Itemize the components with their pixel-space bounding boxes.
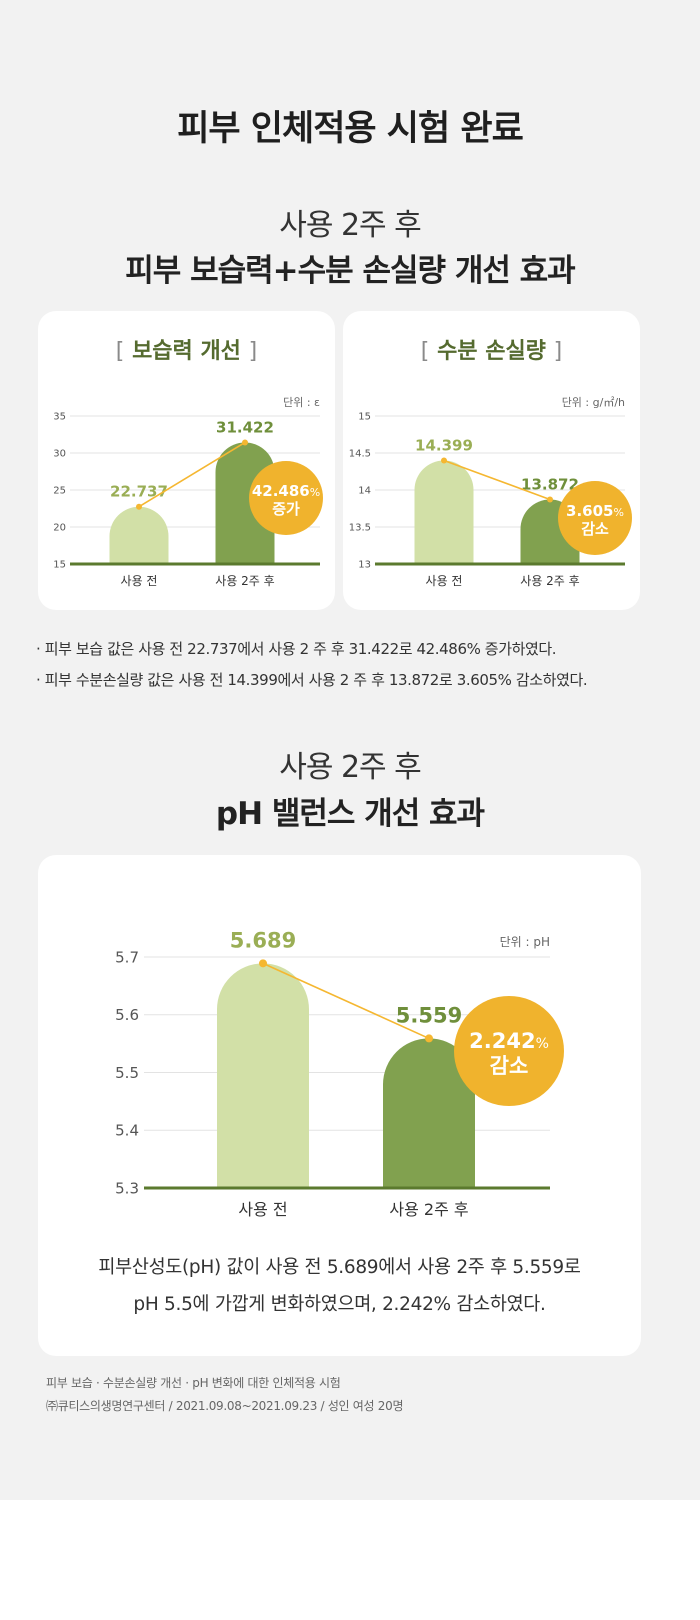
data-label: 5.559 (396, 1003, 462, 1027)
section1-subtitle: 사용 2주 후 (279, 208, 422, 243)
unit-label: 단위 : g/㎡/h (562, 396, 625, 409)
section2-title: pH 밸런스 개선 효과 (215, 796, 485, 832)
change-badge (249, 461, 323, 535)
y-tick-label: 5.3 (115, 1179, 139, 1197)
trend-line (138, 441, 246, 508)
trend-point (136, 503, 142, 510)
y-tick-label: 25 (53, 486, 66, 497)
trend-point (441, 457, 447, 464)
x-category-label: 사용 2주 후 (215, 574, 274, 588)
data-label: 13.872 (521, 475, 579, 493)
content-panel: 피부 인체적용 시험 완료 사용 2주 후 피부 보습력+수분 손실량 개선 효… (0, 0, 700, 1500)
ph-card: 5.3 5.4 5.5 5.6 5.7 단위 : pH 사용 전 5.689 사용 2주 후 5.… (38, 855, 641, 1356)
badge-value: 2.242% (469, 1029, 549, 1053)
y-tick-label: 14 (358, 486, 371, 497)
note-water-loss: · 피부 수분손실량 값은 사용 전 14.399에서 사용 2 주 후 13.… (36, 671, 588, 689)
badge-value: 42.486% (252, 482, 320, 500)
ph-chart: 5.3 5.4 5.5 5.6 5.7 단위 : pH 사용 전 5.689 사용 2주 후 5.… (115, 928, 564, 1219)
moisture-card: [ 보습력 개선 ] 15 20 25 30 35 단위 : ε 사용 전 22.737 사용 … (38, 311, 335, 610)
section1-title: 피부 보습력+수분 손실량 개선 효과 (125, 253, 575, 289)
bar-before (217, 963, 309, 1188)
x-category-label: 사용 전 (121, 574, 158, 588)
water-loss-chart: 13 13.5 14 14.5 15 단위 : g/㎡/h 사용 전 14.399 사용 2주 … (349, 396, 632, 588)
footer-line2: ㈜큐티스의생명연구센터 / 2021.09.08~2021.09.23 / 성인… (46, 1399, 404, 1413)
main-title: 피부 인체적용 시험 완료 (177, 109, 524, 149)
bar-before (109, 506, 169, 564)
footer-line1: 피부 보습 · 수분손실량 개선 · pH 변화에 대한 인체적용 시험 (46, 1376, 341, 1390)
y-tick-label: 14.5 (349, 449, 371, 460)
data-label: 5.689 (230, 928, 296, 952)
water-loss-card-title: [ 수분 손실량 ] (420, 339, 563, 364)
moisture-card-title: [ 보습력 개선 ] (115, 339, 258, 364)
x-category-label: 사용 2주 후 (520, 574, 579, 588)
y-tick-label: 13 (358, 560, 371, 571)
y-tick-label: 5.7 (115, 948, 139, 966)
badge-value: 3.605% (566, 502, 624, 520)
data-label: 14.399 (415, 436, 473, 454)
unit-label: 단위 : pH (500, 935, 550, 949)
y-tick-label: 15 (53, 560, 66, 571)
y-tick-label: 15 (358, 412, 371, 423)
badge-text: 감소 (490, 1054, 529, 1078)
moisture-chart: 15 20 25 30 35 단위 : ε 사용 전 22.737 사용 2주 후 31.422 4… (53, 396, 323, 588)
trend-line (262, 962, 430, 1040)
data-label: 31.422 (216, 418, 274, 436)
y-tick-label: 30 (53, 449, 66, 460)
x-category-label: 사용 2주 후 (389, 1200, 468, 1219)
trend-point (242, 439, 248, 446)
ph-description-line2: pH 5.5에 가깝게 변화하였으며, 2.242% 감소하였다. (133, 1294, 546, 1315)
x-category-label: 사용 전 (426, 574, 463, 588)
bar-after (383, 1038, 475, 1188)
bar-before (414, 460, 474, 564)
ph-description-line1: 피부산성도(pH) 값이 사용 전 5.689에서 사용 2주 후 5.559로 (98, 1257, 581, 1278)
x-category-label: 사용 전 (238, 1200, 287, 1219)
trend-line (443, 459, 551, 501)
badge-text: 감소 (581, 520, 609, 538)
unit-label: 단위 : ε (283, 396, 320, 409)
y-tick-label: 5.5 (115, 1064, 139, 1082)
y-tick-label: 13.5 (349, 523, 371, 534)
section2-subtitle: 사용 2주 후 (279, 750, 422, 785)
y-tick-label: 5.4 (115, 1122, 139, 1140)
y-tick-label: 5.6 (115, 1006, 139, 1024)
trend-point (547, 496, 553, 503)
note-moisture: · 피부 보습 값은 사용 전 22.737에서 사용 2 주 후 31.422… (36, 640, 557, 658)
y-tick-label: 20 (53, 523, 66, 534)
trend-point (259, 959, 267, 968)
y-tick-label: 35 (53, 412, 66, 423)
change-badge (558, 481, 632, 555)
trend-point (425, 1034, 433, 1043)
badge-text: 증가 (272, 500, 300, 518)
data-label: 22.737 (110, 483, 168, 501)
change-badge (454, 996, 564, 1106)
